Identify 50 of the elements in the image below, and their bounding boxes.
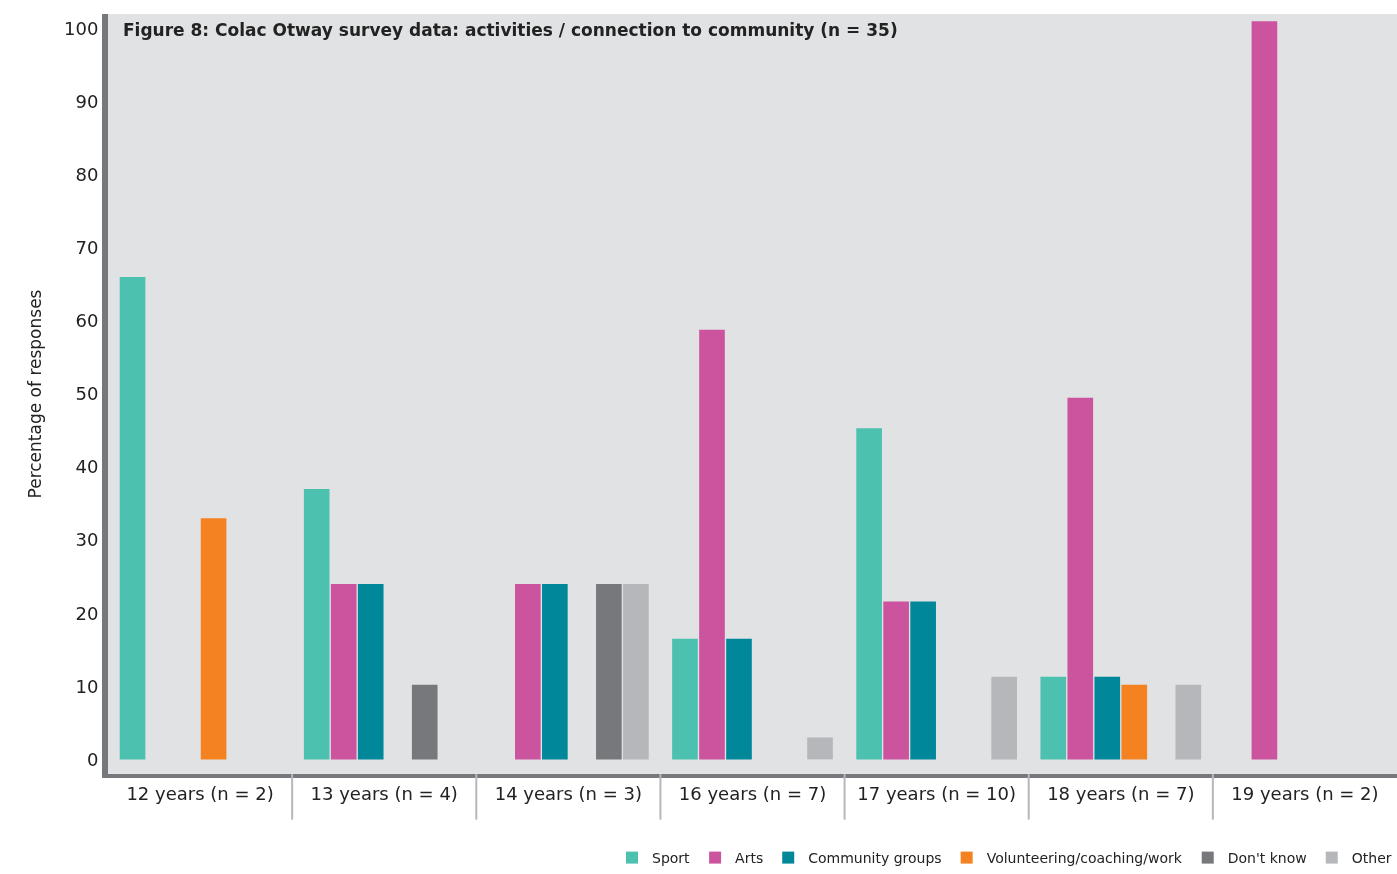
bar [991, 676, 1017, 760]
bar [1175, 684, 1202, 760]
x-tick-label: 18 years (n = 7) [1047, 782, 1195, 804]
x-tick-label: 16 years (n = 7) [678, 782, 827, 804]
legend-label: Sport [652, 850, 691, 867]
bar [910, 601, 936, 760]
bar [119, 277, 146, 760]
bar [1251, 21, 1278, 760]
bar [200, 518, 227, 760]
x-tick-label: 13 years (n = 4) [310, 782, 458, 804]
chart-title: Figure 8: Colac Otway survey data: activities / connection to community (n = 35) [123, 20, 898, 40]
bar [883, 601, 909, 760]
bar [1067, 397, 1094, 760]
y-tick-label: 20 [75, 602, 99, 624]
bar [1121, 684, 1148, 760]
y-tick-label: 90 [75, 90, 99, 112]
x-tick-label: 19 years (n = 2) [1231, 782, 1379, 804]
bar [623, 584, 649, 760]
y-tick-label: 0 [86, 748, 99, 770]
bar [411, 684, 438, 760]
bar [1040, 676, 1067, 760]
bar [303, 489, 330, 760]
legend-label: Arts [735, 850, 764, 867]
x-tick-label: 12 years (n = 2) [126, 782, 274, 804]
legend-label: Don't know [1227, 850, 1307, 867]
y-tick-label: 30 [75, 529, 99, 551]
y-axis-title: Percentage of responses [25, 289, 46, 499]
y-tick-label: 50 [75, 383, 99, 405]
bar [807, 737, 833, 760]
y-tick-label: 80 [75, 164, 99, 186]
legend-label: Volunteering/coaching/work [986, 850, 1183, 867]
y-tick-label: 40 [75, 456, 99, 478]
y-tick-label: 60 [75, 310, 99, 332]
bar [357, 584, 384, 760]
bar [515, 584, 541, 760]
bar [542, 584, 568, 760]
y-tick-label: 100 [64, 17, 99, 39]
legend-label: Community groups [808, 850, 942, 867]
x-tick-label: 17 years (n = 10) [857, 782, 1017, 804]
bar [726, 638, 752, 760]
bar [330, 584, 357, 760]
y-tick-label: 70 [75, 237, 99, 259]
x-tick-label: 14 years (n = 3) [494, 782, 643, 804]
bar [672, 638, 698, 760]
bar [596, 584, 622, 760]
bar [856, 428, 882, 760]
y-tick-label: 10 [75, 675, 99, 697]
legend-label: Other [1351, 850, 1392, 867]
bar [1094, 676, 1121, 760]
bar [699, 329, 725, 760]
